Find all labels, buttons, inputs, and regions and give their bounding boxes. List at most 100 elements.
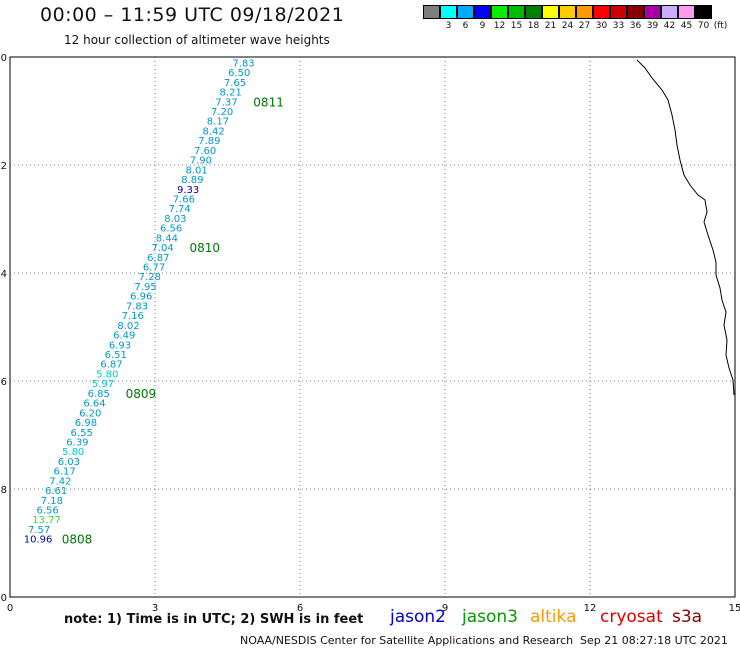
wave-height-label: 7.65 <box>224 78 246 89</box>
map-subtitle: 12 hour collection of altimeter wave hei… <box>64 33 330 47</box>
coastline <box>636 59 735 396</box>
legend-swatch <box>576 5 593 19</box>
legend-label: 3 <box>445 21 452 31</box>
wave-height-label: 5.97 <box>92 379 114 390</box>
legend-label: 30 <box>595 21 608 31</box>
lon-tick-label: 0 <box>7 603 13 614</box>
wave-height-label: 8.03 <box>164 214 186 225</box>
color-legend <box>423 5 712 19</box>
wave-height-label: 6.87 <box>147 253 169 264</box>
wave-height-label: 6.85 <box>88 389 110 400</box>
satellite-name: cryosat <box>600 607 663 627</box>
legend-label: 70 <box>697 21 710 31</box>
wave-height-label: 6.17 <box>54 467 76 478</box>
legend-label: 18 <box>527 21 540 31</box>
satellite-name: s3a <box>672 607 703 627</box>
legend-label: 45 <box>680 21 693 31</box>
lon-tick-label: 3 <box>152 603 158 614</box>
wave-height-label: 8.44 <box>156 233 178 244</box>
legend-label: 12 <box>493 21 506 31</box>
wave-height-label: 6.39 <box>66 437 88 448</box>
wave-height-label: 8.01 <box>186 165 208 176</box>
wave-height-label: 7.42 <box>49 476 71 487</box>
legend-swatch <box>610 5 627 19</box>
wave-height-label: 7.18 <box>41 496 63 507</box>
wave-height-label: 5.80 <box>62 447 84 458</box>
lat-tick-label: -22 <box>0 161 7 172</box>
wave-height-label: 10.96 <box>24 535 53 546</box>
wave-height-label: 6.96 <box>130 292 152 303</box>
footer-credit: NOAA/NESDIS Center for Satellite Applica… <box>240 634 574 647</box>
wave-height-label: 6.03 <box>58 457 80 468</box>
legend-label: (ft) <box>713 21 728 31</box>
wave-height-label: 13.77 <box>32 515 61 526</box>
legend-label: 27 <box>578 21 591 31</box>
satellite-name: altika <box>530 607 577 627</box>
wave-height-label: 7.37 <box>215 97 237 108</box>
wave-height-label: 7.20 <box>211 107 233 118</box>
pass-time-label: 0808 <box>62 533 93 547</box>
wave-height-label: 8.42 <box>203 126 225 137</box>
legend-label: 24 <box>561 21 574 31</box>
map-frame <box>9 56 736 598</box>
wave-height-label: 6.56 <box>36 506 58 517</box>
legend-swatch <box>644 5 661 19</box>
wave-height-label: 9.33 <box>177 185 199 196</box>
wave-height-label: 6.20 <box>79 408 101 419</box>
wave-height-label: 6.56 <box>160 224 182 235</box>
legend-swatch <box>491 5 508 19</box>
legend-swatch <box>661 5 678 19</box>
wave-height-label: 7.66 <box>173 194 195 205</box>
wave-height-label: 5.80 <box>96 369 118 380</box>
legend-swatch <box>695 5 712 19</box>
lat-tick-label: -30 <box>0 593 7 604</box>
wave-height-label: 6.93 <box>109 340 131 351</box>
satellite-name: jason2 <box>390 607 446 627</box>
legend-label: 15 <box>510 21 523 31</box>
legend-swatch <box>440 5 457 19</box>
legend-swatch <box>457 5 474 19</box>
wave-height-label: 7.83 <box>126 301 148 312</box>
satellite-name: jason3 <box>462 607 518 627</box>
wave-height-label: 6.50 <box>228 68 250 79</box>
footer-timestamp: Sep 21 08:27:18 UTC 2021 <box>580 634 728 647</box>
wave-height-label: 8.89 <box>181 175 203 186</box>
legend-label: 39 <box>646 21 659 31</box>
legend-label: 6 <box>462 21 469 31</box>
wave-height-label: 7.60 <box>194 146 216 157</box>
wave-height-label: 8.17 <box>207 117 229 128</box>
legend-swatch <box>542 5 559 19</box>
wave-height-label: 7.57 <box>28 525 50 536</box>
legend-label: 42 <box>663 21 676 31</box>
legend-swatch <box>474 5 491 19</box>
wave-height-label: 6.55 <box>71 428 93 439</box>
legend-swatch <box>559 5 576 19</box>
legend-swatch <box>508 5 525 19</box>
wave-height-label: 6.77 <box>143 263 165 274</box>
wave-height-label: 6.61 <box>45 486 67 497</box>
wave-height-label: 6.49 <box>113 331 135 342</box>
legend-swatch <box>525 5 542 19</box>
legend-swatch <box>593 5 610 19</box>
wave-height-label: 7.04 <box>151 243 173 254</box>
wave-height-label: 7.28 <box>139 272 161 283</box>
lon-tick-label: 12 <box>584 603 597 614</box>
pass-time-label: 0811 <box>253 95 284 109</box>
legend-swatch <box>423 5 440 19</box>
wave-height-label: 6.51 <box>105 350 127 361</box>
legend-label: 33 <box>612 21 625 31</box>
pass-time-label: 0809 <box>126 387 157 401</box>
legend-label: 9 <box>479 21 486 31</box>
color-legend-labels: 3 6 9 12 15 18 21 24 27 30 33 36 39 42 45 70 (ft) <box>423 21 729 31</box>
legend-label: 36 <box>629 21 642 31</box>
wave-height-label: 7.16 <box>122 311 144 322</box>
wave-height-label: 7.89 <box>198 136 220 147</box>
wave-height-label: 6.87 <box>100 360 122 371</box>
lat-tick-label: -26 <box>0 377 7 388</box>
wave-height-label: 6.98 <box>75 418 97 429</box>
wave-height-label: 7.90 <box>190 156 212 167</box>
lon-tick-label: 9 <box>442 603 448 614</box>
note-text: note: 1) Time is in UTC; 2) SWH is in fe… <box>64 612 364 627</box>
lat-tick-label: -24 <box>0 269 7 280</box>
